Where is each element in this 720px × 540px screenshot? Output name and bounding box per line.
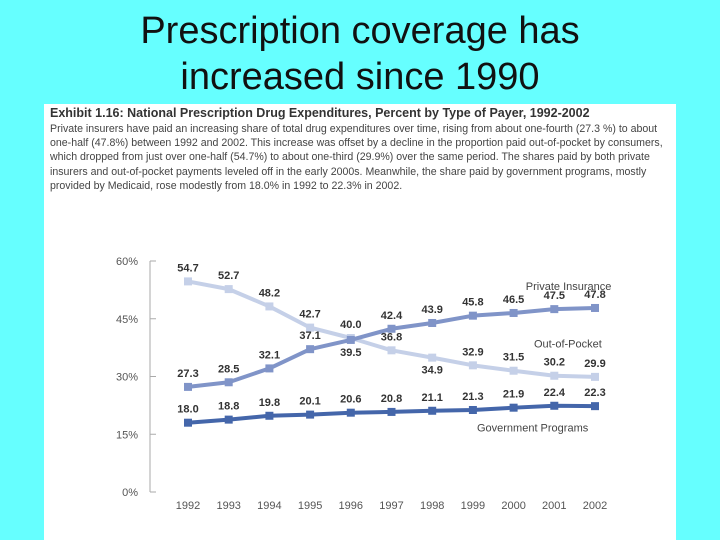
data-point: [550, 305, 559, 314]
data-label: 20.1: [299, 396, 320, 408]
data-label: 45.8: [462, 297, 483, 309]
data-label: 42.7: [299, 309, 320, 321]
x-tick-label: 1997: [379, 500, 403, 512]
data-label: 22.4: [544, 387, 566, 399]
data-label: 39.5: [340, 347, 361, 359]
data-point: [306, 410, 315, 419]
y-tick-label: 30%: [116, 372, 138, 384]
data-label: 36.8: [381, 331, 402, 343]
data-label: 28.5: [218, 363, 239, 375]
data-point: [468, 311, 477, 320]
data-label: 47.8: [584, 289, 605, 301]
data-label: 30.2: [544, 357, 565, 369]
data-label: 54.7: [177, 262, 198, 274]
data-point: [265, 411, 274, 420]
slide-title: Prescription coverage has increased sinc…: [0, 8, 720, 100]
x-tick-label: 1994: [257, 500, 281, 512]
data-label: 20.8: [381, 393, 402, 405]
data-label: 42.4: [381, 310, 403, 322]
data-point: [387, 324, 396, 333]
data-label: 20.6: [340, 394, 361, 406]
x-tick-label: 1993: [216, 500, 240, 512]
data-point: [468, 405, 477, 414]
data-point: [428, 318, 437, 327]
data-label: 18.0: [177, 404, 198, 416]
x-tick-label: 2000: [501, 500, 525, 512]
data-point: [346, 335, 355, 344]
exhibit-panel: Exhibit 1.16: National Prescription Drug…: [44, 104, 676, 540]
data-label: 46.5: [503, 294, 524, 306]
exhibit-description: Private insurers have paid an increasing…: [50, 123, 663, 192]
data-point: [387, 346, 396, 355]
x-tick-label: 1998: [420, 500, 444, 512]
data-point: [184, 277, 192, 286]
data-label: 52.7: [218, 270, 239, 282]
x-tick-label: 1992: [176, 500, 200, 512]
data-point: [468, 361, 477, 370]
y-tick-label: 0%: [122, 487, 138, 499]
exhibit-title: Exhibit 1.16: National Prescription Drug…: [50, 106, 590, 120]
data-point: [346, 408, 355, 417]
data-point: [184, 382, 192, 391]
data-label: 43.9: [421, 304, 442, 316]
data-point: [265, 364, 274, 373]
x-tick-label: 1995: [298, 500, 322, 512]
data-point: [550, 371, 559, 380]
data-label: 34.9: [421, 365, 442, 377]
y-tick-label: 15%: [116, 429, 138, 441]
y-tick-label: 60%: [116, 256, 138, 268]
data-point: [509, 366, 518, 375]
data-point: [428, 353, 437, 362]
data-label: 32.1: [259, 349, 280, 361]
data-point: [591, 303, 599, 312]
series-label: Out-of-Pocket: [534, 339, 602, 351]
data-point: [265, 302, 274, 311]
data-label: 22.3: [584, 387, 605, 399]
data-point: [306, 345, 315, 354]
data-label: 32.9: [462, 346, 483, 358]
x-tick-label: 1999: [461, 500, 485, 512]
data-label: 31.5: [503, 352, 524, 364]
data-label: 18.8: [218, 401, 239, 413]
data-label: 19.8: [259, 397, 280, 409]
data-label: 21.9: [503, 389, 524, 401]
data-label: 21.1: [421, 392, 442, 404]
series-label: Private Insurance: [526, 281, 612, 293]
x-tick-label: 2001: [542, 500, 566, 512]
data-label: 40.0: [340, 319, 361, 331]
data-point: [224, 378, 233, 387]
x-tick-label: 1996: [339, 500, 363, 512]
data-label: 21.3: [462, 391, 483, 403]
data-point: [591, 372, 599, 381]
x-tick-label: 2002: [583, 500, 607, 512]
data-point: [224, 415, 233, 424]
data-point: [591, 402, 599, 411]
data-point: [306, 323, 315, 332]
series-label: Government Programs: [477, 423, 589, 435]
data-point: [509, 308, 518, 317]
y-tick-label: 45%: [116, 314, 138, 326]
slide-title-line-1: Prescription coverage has: [140, 10, 580, 52]
data-label: 47.5: [544, 290, 565, 302]
data-point: [387, 407, 396, 416]
data-label: 27.3: [177, 368, 198, 380]
line-chart: 0% 15% 30% 45% 60% 1992 1993 1994 1995 1996 1997 19…: [116, 256, 612, 512]
data-point: [184, 418, 192, 427]
data-label: 48.2: [259, 287, 280, 299]
data-point: [224, 285, 233, 294]
data-label: 29.9: [584, 358, 605, 370]
data-point: [509, 403, 518, 412]
data-point: [550, 401, 559, 410]
slide-title-line-2: increased since 1990: [180, 56, 540, 98]
data-label: 37.1: [299, 330, 320, 342]
data-point: [428, 406, 437, 415]
